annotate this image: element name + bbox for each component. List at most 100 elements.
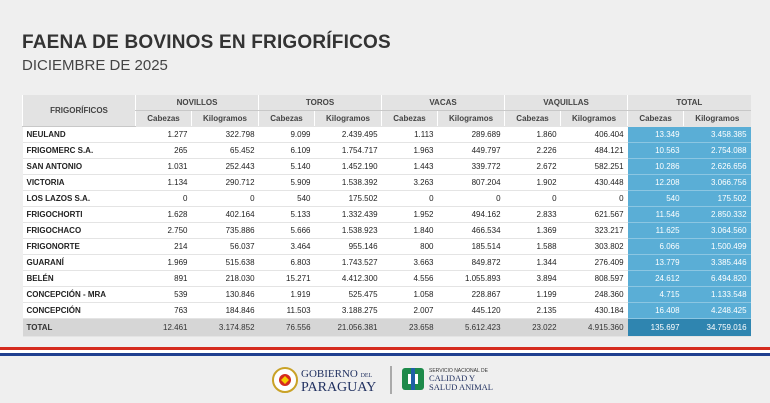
row-name: NEULAND xyxy=(22,126,136,143)
row-name: GUARANÍ xyxy=(22,254,136,271)
cell: 525.475 xyxy=(314,286,382,303)
cell: 4.248.425 xyxy=(683,302,751,319)
data-table: FRIGORÍFICOS NOVILLOS TOROS VACAS VAQUILLAS T… xyxy=(22,95,751,337)
cell: 175.502 xyxy=(314,190,382,207)
cell: 3.894 xyxy=(504,270,561,287)
cell: 265 xyxy=(135,142,192,159)
gov-text-2: PARAGUAY xyxy=(301,380,376,395)
cell: 1.969 xyxy=(135,254,192,271)
subheader: Kilogramos xyxy=(190,110,259,127)
cell: 290.712 xyxy=(191,174,259,191)
total-cell: 5.612.423 xyxy=(437,318,505,337)
cell: 175.502 xyxy=(683,190,751,207)
cell: 2.754.088 xyxy=(683,142,751,159)
senacsa-text-2: CALIDAD Y xyxy=(429,373,475,383)
total-row: TOTAL 12.461 3.174.852 76.556 21.056.381 23.6… xyxy=(22,318,751,337)
senacsa-text-1: SERVICIO NACIONAL DE xyxy=(429,368,489,374)
cell: 2.672 xyxy=(504,158,561,175)
cell: 2.226 xyxy=(504,142,561,159)
cell: 6.109 xyxy=(258,142,315,159)
row-name: LOS LAZOS S.A. xyxy=(22,190,136,207)
flag-white xyxy=(0,350,770,353)
flag-red xyxy=(0,347,770,350)
cell: 1.344 xyxy=(504,254,561,271)
cell: 252.443 xyxy=(191,158,259,175)
cell: 1.919 xyxy=(258,286,315,303)
cell: 0 xyxy=(560,190,628,207)
subtitle: DICIEMBRE DE 2025 xyxy=(22,57,168,74)
cell: 0 xyxy=(437,190,505,207)
total-cell: 3.174.852 xyxy=(191,318,259,337)
cell: 1.538.392 xyxy=(314,174,382,191)
cell: 3.385.446 xyxy=(683,254,751,271)
cell: 515.638 xyxy=(191,254,259,271)
cell: 65.452 xyxy=(191,142,259,159)
total-cell: 23.658 xyxy=(381,318,438,337)
cell: 1.952 xyxy=(381,206,438,223)
header-row: FRIGORÍFICOS NOVILLOS TOROS VACAS VAQUILLAS T… xyxy=(22,95,751,127)
group-header: TOROS xyxy=(258,95,382,111)
subheader: Cabezas xyxy=(504,110,561,127)
cell: 11.546 xyxy=(627,206,684,223)
total-cell: 12.461 xyxy=(135,318,192,337)
table-row: FRIGOCHACO 2.750 735.886 5.666 1.538.923 1.84… xyxy=(22,222,751,239)
cell: 1.369 xyxy=(504,222,561,239)
cell: 2.135 xyxy=(504,302,561,319)
cell: 1.055.893 xyxy=(437,270,505,287)
cell: 323.217 xyxy=(560,222,628,239)
cell: 484.121 xyxy=(560,142,628,159)
row-name: FRIGOCHACO xyxy=(22,222,136,239)
cell: 955.146 xyxy=(314,238,382,255)
table-row: CONCEPCIÓN 763 184.846 11.503 3.188.275 2.007… xyxy=(22,302,751,319)
cell: 4.556 xyxy=(381,270,438,287)
cell: 218.030 xyxy=(191,270,259,287)
group-header: VAQUILLAS xyxy=(504,95,628,111)
cell: 4.412.300 xyxy=(314,270,382,287)
cell: 24.612 xyxy=(627,270,684,287)
cell: 12.208 xyxy=(627,174,684,191)
cell: 3.458.385 xyxy=(683,126,751,143)
cell: 891 xyxy=(135,270,192,287)
cell: 1.134 xyxy=(135,174,192,191)
table-row: CONCEPCIÓN - MRA 539 130.846 1.919 525.475 1.… xyxy=(22,286,751,303)
subheader: Kilogramos xyxy=(560,110,628,127)
cell: 10.286 xyxy=(627,158,684,175)
subheader: Cabezas xyxy=(135,110,192,127)
cell: 402.164 xyxy=(191,206,259,223)
cell: 248.360 xyxy=(560,286,628,303)
cell: 807.204 xyxy=(437,174,505,191)
cell: 3.263 xyxy=(381,174,438,191)
cell: 2.833 xyxy=(504,206,561,223)
subheader-row: Cabezas Kilogramos Cabezas Kilogramos Cabeza… xyxy=(23,110,751,127)
subheader: Cabezas xyxy=(258,110,315,127)
total-cell: 34.759.016 xyxy=(683,318,751,337)
cell: 289.689 xyxy=(437,126,505,143)
row-name: VICTORIA xyxy=(22,174,136,191)
cell: 540 xyxy=(258,190,315,207)
cell: 276.409 xyxy=(560,254,628,271)
cell: 445.120 xyxy=(437,302,505,319)
total-cell: 21.056.381 xyxy=(314,318,382,337)
cell: 6.803 xyxy=(258,254,315,271)
subheader: Cabezas xyxy=(627,110,684,127)
cell: 2.007 xyxy=(381,302,438,319)
cell: 849.872 xyxy=(437,254,505,271)
cell: 1.860 xyxy=(504,126,561,143)
cell: 9.099 xyxy=(258,126,315,143)
cell: 800 xyxy=(381,238,438,255)
row-name: FRIGONORTE xyxy=(22,238,136,255)
group-header: VACAS xyxy=(381,95,505,111)
cell: 2.439.495 xyxy=(314,126,382,143)
row-name: CONCEPCIÓN - MRA xyxy=(22,286,136,303)
cell: 449.797 xyxy=(437,142,505,159)
row-name: SAN ANTONIO xyxy=(22,158,136,175)
table-row: SAN ANTONIO 1.031 252.443 5.140 1.452.190 1.4… xyxy=(22,158,751,175)
cell: 3.066.756 xyxy=(683,174,751,191)
cell: 2.626.656 xyxy=(683,158,751,175)
cell: 539 xyxy=(135,286,192,303)
cell: 1.058 xyxy=(381,286,438,303)
cell: 1.113 xyxy=(381,126,438,143)
cell: 3.188.275 xyxy=(314,302,382,319)
cell: 228.867 xyxy=(437,286,505,303)
